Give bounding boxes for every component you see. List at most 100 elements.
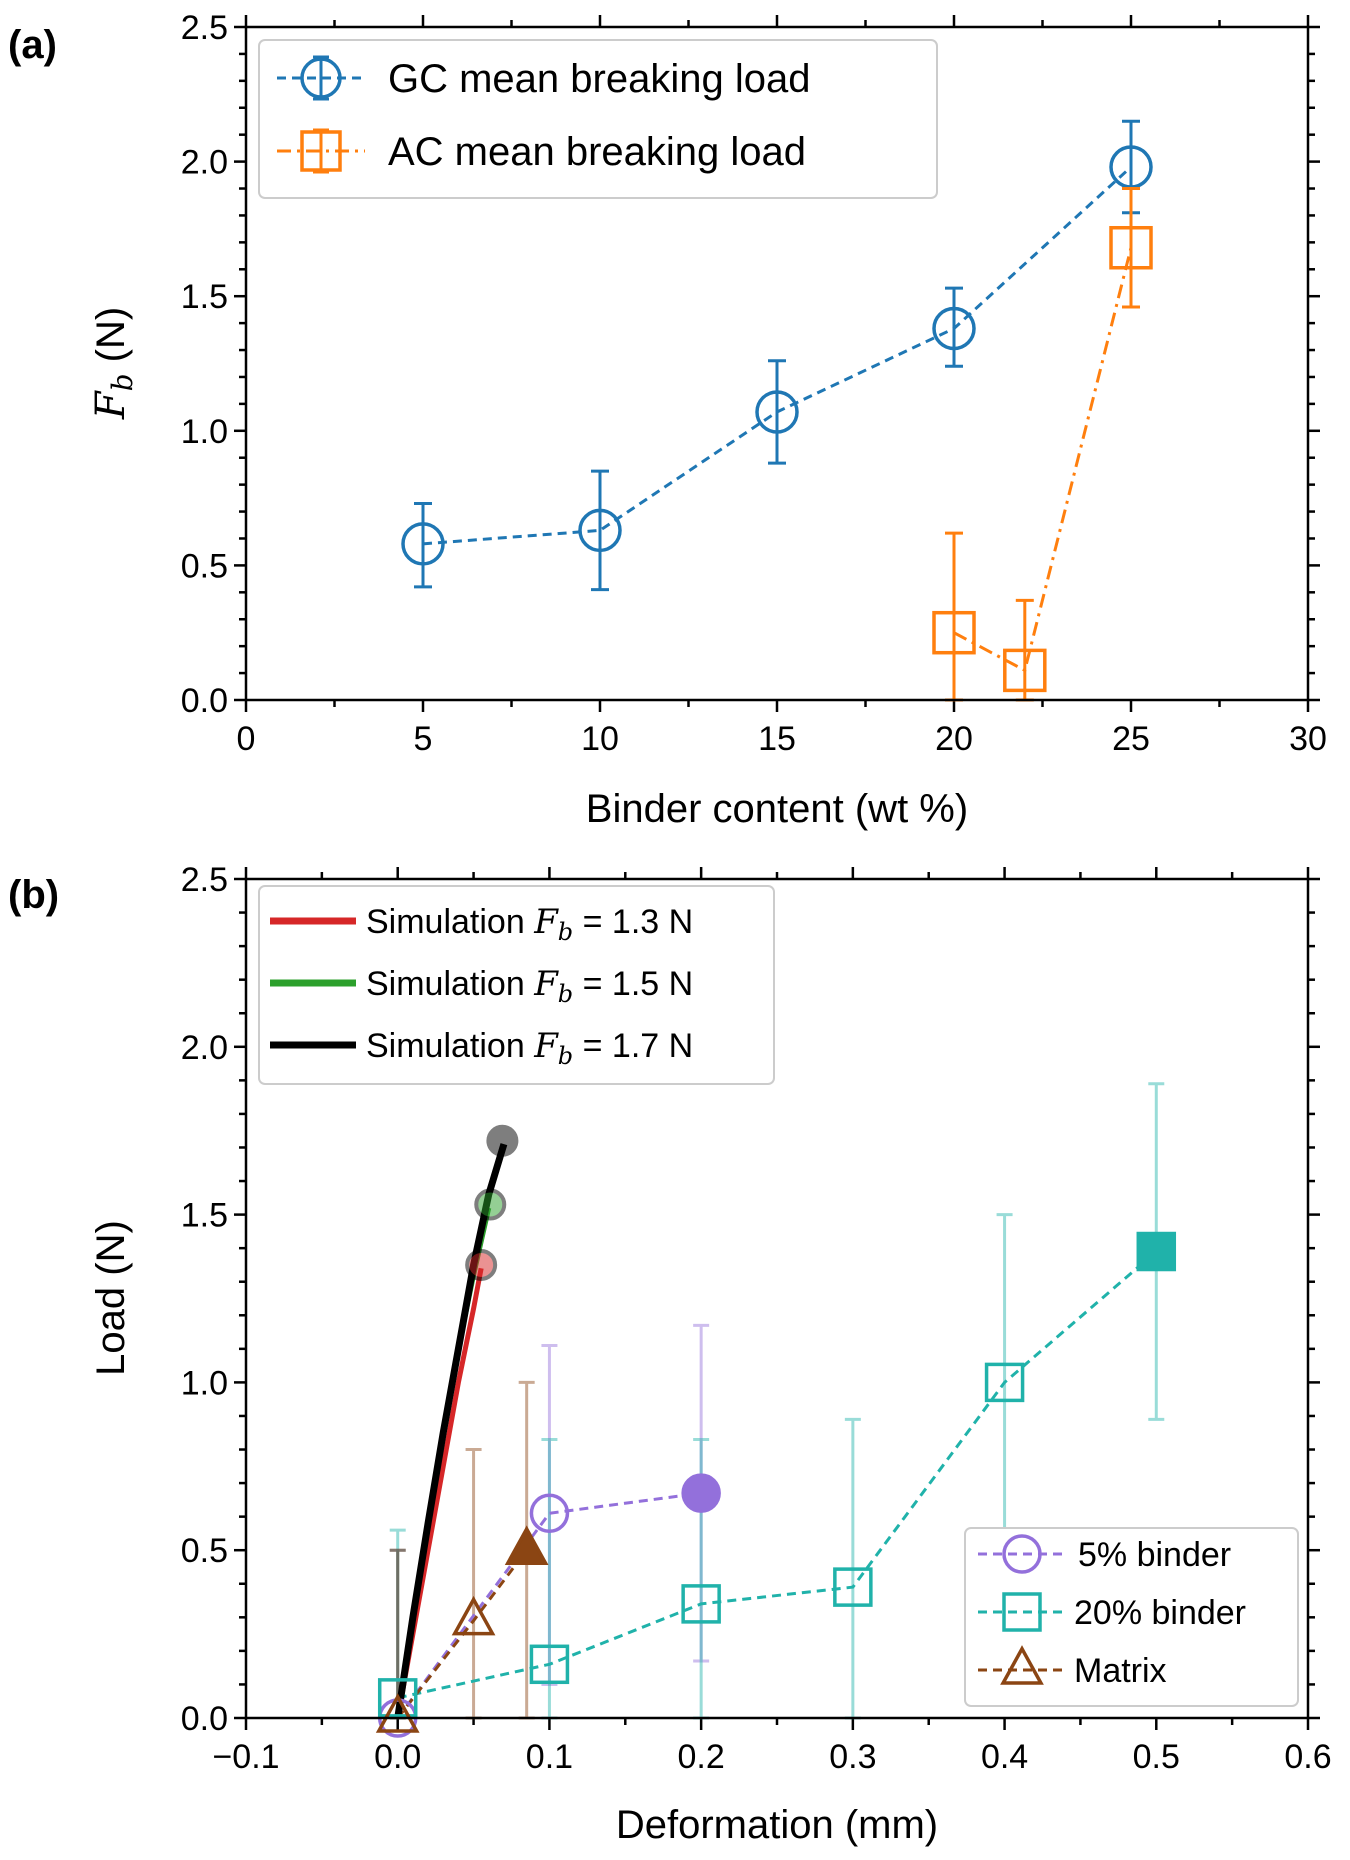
- errorbar-matrix: [465, 1448, 482, 1720]
- panel-a-series: [401, 119, 1153, 702]
- panel-b-label: (b): [8, 873, 59, 917]
- errorbar-gc: [768, 359, 786, 465]
- legend-marker-20pct: [1002, 1592, 1042, 1632]
- marker-20pct: [681, 1584, 721, 1624]
- marker-gc: [932, 306, 976, 351]
- marker-5pct: [529, 1493, 570, 1534]
- errorbar-ac: [1122, 187, 1140, 309]
- panel-a-frame: [244, 25, 1310, 702]
- panel-b-sim-legend-box: [258, 885, 775, 1085]
- panel-a-ytick-label: 1.0: [181, 413, 228, 451]
- panel-b-exp-legend-items: [978, 1534, 1066, 1685]
- exp-legend-label-5pct: 5% binder: [1078, 1536, 1231, 1574]
- panel-b-xtick-label: 0.3: [829, 1738, 876, 1776]
- panel-b-exp-legend: 5% binder 20% binder Matrix: [964, 1527, 1299, 1707]
- panel-a-xtick-label: 30: [1289, 720, 1327, 758]
- legend-label-gc: GC mean breaking load: [388, 57, 810, 101]
- panel-b-ytick-label: 1.5: [181, 1197, 228, 1235]
- panel-a-xtick-label: 25: [1112, 720, 1150, 758]
- panel-a-ytick-label: 2.0: [181, 144, 228, 182]
- exp-legend-label-20pct: 20% binder: [1074, 1594, 1246, 1632]
- legend-errorbar-gc: [313, 55, 329, 101]
- panel-b-ytick-label: 1.0: [181, 1364, 228, 1402]
- panel-b-frame: [244, 877, 1310, 1720]
- panel-b-ticks: [234, 867, 1320, 1730]
- panel-b-xtick-label: 0.6: [1284, 1738, 1331, 1776]
- panel-a-legend-items: [277, 55, 365, 174]
- panel-a-ytick-label: 2.5: [181, 9, 228, 47]
- panel-b-xtick-label: −0.1: [212, 1738, 279, 1776]
- panel-b-ylabel: Load (N): [89, 1220, 133, 1376]
- panel-b-series: [375, 1082, 1177, 1738]
- marker-ac: [1109, 225, 1153, 270]
- marker-matrix: [451, 1595, 496, 1636]
- series-line-ac: [953, 247, 1133, 673]
- panel-a-legend: GC mean breaking load AC mean breaking l…: [258, 39, 938, 199]
- errorbar-gc: [591, 469, 609, 592]
- panel-a-ytick-label: 0.5: [181, 547, 228, 585]
- endpoint-sim-1-7: [486, 1124, 519, 1157]
- panel-b-xtick-label: 0.2: [678, 1738, 725, 1776]
- panel-a-xtick-label: 0: [237, 720, 256, 758]
- errorbar-gc: [414, 501, 432, 589]
- marker-20pct: [529, 1644, 570, 1685]
- sim-legend-label-3: Simulation Fb = 1.7 N: [366, 1026, 693, 1070]
- panel-a-xlabel: Binder content (wt %): [586, 787, 968, 831]
- panel-b-sim-legend: Simulation Fb = 1.3 N Simulation Fb = 1.…: [258, 885, 775, 1085]
- panel-b: (b) −0.1 0.0 0.1 0.2 0.3 0.4 0.5 0.60.00.51.01.…: [8, 861, 1332, 1847]
- panel-a-ytick-label: 1.5: [181, 278, 228, 316]
- panel-b-ytick-label: 2.0: [181, 1029, 228, 1067]
- legend-label-ac: AC mean breaking load: [388, 130, 806, 174]
- marker-20pct: [833, 1567, 873, 1607]
- marker-ac: [1003, 648, 1047, 693]
- panel-a-tick-labels: 0 5 10 15 20 25 30 0.0 0.5 1.0 1.5 2.0 2.5: [181, 9, 1327, 758]
- legend-marker-gc: [300, 57, 342, 99]
- panel-b-tick-labels: −0.1 0.0 0.1 0.2 0.3 0.4 0.5 0.60.00.51.01.52.0…: [181, 861, 1332, 1776]
- errorbar-20pct: [541, 1437, 558, 1720]
- sim-legend-label-2: Simulation Fb = 1.5 N: [366, 964, 693, 1008]
- marker-matrix: [504, 1525, 549, 1565]
- marker-20pct: [984, 1362, 1025, 1403]
- marker-5pct: [681, 1473, 721, 1513]
- panel-b-ytick-label: 0.0: [181, 1700, 228, 1738]
- legend-marker-matrix: [1000, 1645, 1044, 1685]
- exp-legend-label-matrix: Matrix: [1074, 1652, 1167, 1690]
- marker-gc: [401, 522, 445, 566]
- panel-a-ytick-label: 0.0: [181, 682, 228, 720]
- errorbar-gc: [945, 286, 963, 368]
- panel-a-ylabel: Fb (N): [88, 307, 139, 420]
- marker-20pct: [1136, 1231, 1177, 1272]
- marker-gc: [1109, 145, 1153, 189]
- legend-marker-ac: [300, 130, 342, 172]
- legend-marker-5pct: [1002, 1534, 1042, 1574]
- marker-gc: [578, 508, 622, 553]
- panel-b-xtick-label: 0.4: [981, 1738, 1028, 1776]
- series-line-20pct: [397, 1250, 1158, 1700]
- panel-a: (a) 0 5 10 15 20 25 30 0.0 0.5 1.0 1.5 2.0 2.5 Binde…: [8, 9, 1327, 831]
- panel-b-ytick-label: 0.5: [181, 1532, 228, 1570]
- marker-matrix: [375, 1693, 420, 1733]
- errorbar-ac: [945, 531, 963, 702]
- endpoint-sim-1-3: [465, 1248, 498, 1281]
- panel-a-label: (a): [8, 23, 57, 67]
- panel-b-sim-legend-lines: [270, 917, 356, 1049]
- marker-gc: [755, 390, 799, 434]
- panel-b-ytick-label: 2.5: [181, 861, 228, 899]
- panel-b-exp-legend-box: [964, 1527, 1299, 1707]
- endpoint-sim-1-5: [474, 1188, 507, 1221]
- panel-a-xtick-label: 10: [581, 720, 619, 758]
- series-line-gc: [422, 165, 1133, 546]
- panel-a-xtick-label: 15: [758, 720, 796, 758]
- legend-errorbar-ac: [313, 128, 329, 174]
- panel-b-xlabel: Deformation (mm): [616, 1803, 938, 1847]
- marker-ac: [932, 610, 976, 655]
- panel-b-xtick-label: 0.0: [374, 1738, 421, 1776]
- panel-a-xtick-label: 20: [935, 720, 973, 758]
- marker-20pct: [377, 1678, 418, 1718]
- panel-b-xtick-label: 0.5: [1133, 1738, 1180, 1776]
- sim-legend-label-1: Simulation Fb = 1.3 N: [366, 902, 693, 946]
- panel-a-legend-box: [258, 39, 938, 199]
- panel-b-xtick-label: 0.1: [526, 1738, 573, 1776]
- series-line-matrix: [396, 1549, 528, 1719]
